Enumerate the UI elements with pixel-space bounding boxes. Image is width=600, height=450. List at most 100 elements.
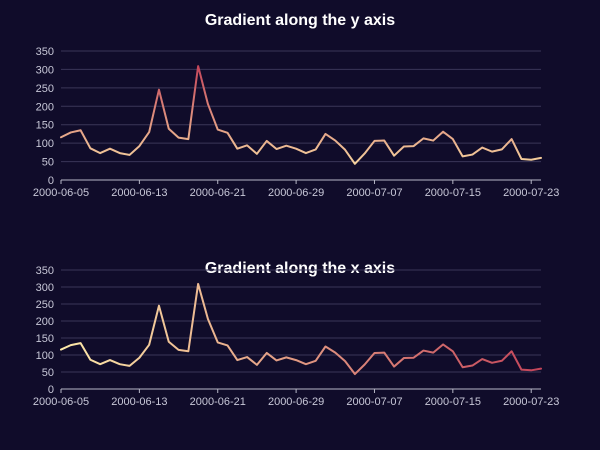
- y-tick-label: 250: [36, 83, 54, 95]
- series-line: [60, 65, 542, 165]
- data-point: [432, 140, 434, 142]
- x-tick-label: 2000-07-07: [346, 187, 402, 199]
- data-point: [452, 350, 454, 352]
- data-point: [315, 360, 317, 362]
- data-point: [178, 137, 180, 139]
- data-point: [364, 152, 366, 154]
- data-point: [422, 350, 424, 352]
- chart-panel-bottom: Gradient along the x axis 0 50 100 150 200 25…: [33, 260, 559, 408]
- data-point: [295, 359, 297, 361]
- data-point: [207, 318, 209, 320]
- data-point: [452, 138, 454, 140]
- data-point: [471, 154, 473, 156]
- data-point: [334, 140, 336, 142]
- x-tick-label: 2000-06-21: [190, 396, 246, 408]
- data-point: [403, 145, 405, 147]
- data-point: [295, 148, 297, 150]
- data-point: [119, 152, 121, 154]
- x-tick-label: 2000-06-29: [268, 187, 324, 199]
- data-point: [501, 360, 503, 362]
- data-point: [207, 103, 209, 105]
- data-point: [168, 128, 170, 130]
- data-point: [236, 148, 238, 150]
- data-point: [217, 129, 219, 131]
- data-point: [89, 147, 91, 149]
- data-point: [540, 368, 542, 370]
- data-point: [403, 357, 405, 359]
- data-point: [70, 344, 72, 346]
- data-point: [276, 148, 278, 150]
- data-point: [187, 138, 189, 140]
- data-point: [530, 159, 532, 161]
- y-tick-label: 0: [48, 384, 54, 396]
- data-point: [285, 145, 287, 147]
- data-point: [432, 352, 434, 354]
- data-point: [60, 136, 62, 138]
- data-point: [60, 349, 62, 351]
- data-point: [393, 366, 395, 368]
- data-point: [197, 283, 199, 285]
- data-point: [285, 356, 287, 358]
- data-point: [462, 366, 464, 368]
- data-point: [148, 131, 150, 133]
- y-tick-label: 50: [42, 367, 54, 379]
- data-point: [80, 342, 82, 344]
- data-point: [246, 356, 248, 358]
- x-tick-label: 2000-06-21: [190, 187, 246, 199]
- chart-title: Gradient along the x axis: [205, 260, 395, 277]
- data-point: [168, 341, 170, 343]
- data-point: [344, 149, 346, 151]
- data-point: [413, 145, 415, 147]
- data-point: [383, 140, 385, 142]
- data-point: [354, 373, 356, 375]
- grid: [61, 269, 541, 373]
- data-point: [187, 350, 189, 352]
- data-point: [276, 359, 278, 361]
- data-point: [256, 153, 258, 155]
- data-point: [511, 138, 513, 140]
- x-tick-label: 2000-07-23: [503, 187, 559, 199]
- x-tick-label: 2000-06-05: [33, 187, 89, 199]
- data-point: [442, 343, 444, 345]
- series-line: [60, 282, 542, 376]
- x-tick-label: 2000-07-23: [503, 396, 559, 408]
- data-point: [129, 154, 131, 156]
- data-point: [70, 131, 72, 133]
- data-point: [236, 359, 238, 361]
- data-point: [129, 365, 131, 367]
- data-point: [501, 148, 503, 150]
- data-point: [324, 346, 326, 348]
- data-point: [138, 357, 140, 359]
- data-point: [109, 359, 111, 361]
- y-tick-label: 200: [36, 101, 54, 113]
- data-point: [266, 352, 268, 354]
- data-point: [413, 357, 415, 359]
- data-point: [109, 148, 111, 150]
- data-point: [99, 152, 101, 154]
- data-point: [481, 147, 483, 149]
- data-point: [364, 364, 366, 366]
- data-point: [138, 145, 140, 147]
- data-point: [148, 344, 150, 346]
- x-tick-label: 2000-06-05: [33, 396, 89, 408]
- y-tick-label: 100: [36, 350, 54, 362]
- x-tick-label: 2000-06-13: [111, 396, 167, 408]
- data-point: [373, 352, 375, 354]
- y-tick-label: 250: [36, 299, 54, 311]
- y-tick-label: 350: [36, 46, 54, 58]
- data-point: [227, 344, 229, 346]
- data-point: [334, 352, 336, 354]
- data-point: [158, 89, 160, 91]
- y-tick-label: 200: [36, 316, 54, 328]
- data-point: [217, 341, 219, 343]
- data-point: [246, 144, 248, 146]
- data-point: [462, 155, 464, 157]
- data-point: [119, 363, 121, 365]
- x-axis: 2000-06-05 2000-06-13 2000-06-21 2000-06-29…: [33, 388, 559, 408]
- data-point: [99, 363, 101, 365]
- x-tick-label: 2000-07-15: [425, 396, 481, 408]
- data-point: [256, 364, 258, 366]
- y-tick-label: 50: [42, 157, 54, 169]
- series: [60, 65, 542, 165]
